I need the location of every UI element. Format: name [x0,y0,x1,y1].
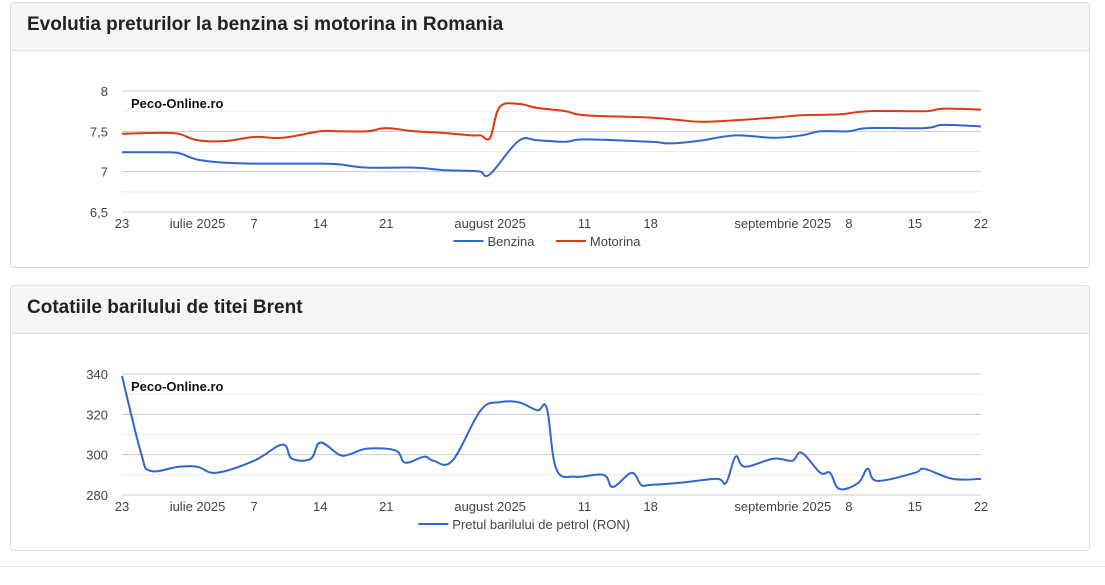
fuel-price-panel: Evolutia preturilor la benzina si motori… [10,2,1090,268]
x-tick-label: iulie 2025 [170,216,226,231]
x-tick-label: 22 [974,499,988,514]
brent-panel-title: Cotatiile barilului de titei Brent [27,297,303,318]
y-tick-label: 6,5 [90,205,108,220]
series-line-pretul-barilului-de-petrol-ron [121,375,982,491]
x-tick-label: 21 [379,499,393,514]
y-tick-label: 300 [86,448,108,463]
legend-label: Benzina [488,234,536,249]
y-tick-label: 7,5 [90,124,108,139]
x-tick-label: 23 [115,216,129,231]
x-tick-label: august 2025 [454,216,526,231]
x-tick-label: 23 [115,499,129,514]
x-tick-label: 22 [974,216,988,231]
x-tick-label: 15 [908,216,922,231]
x-tick-label: iulie 2025 [170,499,226,514]
brent-price-panel: Cotatiile barilului de titei Brent 340 32… [10,285,1090,551]
x-tick-label: 15 [908,499,922,514]
watermark-label: Peco-Online.ro [131,379,224,394]
y-tick-label: 340 [86,367,108,382]
x-tick-label: 11 [578,216,592,231]
x-tick-label: 14 [313,499,327,514]
legend-label: Pretul barilului de petrol (RON) [452,517,630,532]
x-tick-label: 18 [643,499,657,514]
series-line-benzina [121,123,982,178]
brent-panel-heading: Cotatiile barilului de titei Brent [11,286,1089,334]
x-tick-label: 8 [845,499,852,514]
x-tick-label: septembrie 2025 [734,499,831,514]
x-tick-label: 7 [251,499,258,514]
page-bottom-divider [0,566,1105,567]
x-tick-label: 8 [845,216,852,231]
x-tick-label: 7 [251,216,258,231]
fuel-price-chart: 8 7,5 7 6,5 23 iulie 2025 7 14 21 august 2025 11 18… [90,84,988,249]
y-tick-label: 7 [101,165,108,180]
fuel-panel-title: Evolutia preturilor la benzina si motori… [27,14,504,35]
y-tick-label: 280 [86,488,108,503]
brent-chart-area: 340 320 300 280 23 iulie 2025 7 14 21 august 2025… [11,334,1089,549]
watermark-label: Peco-Online.ro [131,96,224,111]
x-tick-label: 21 [379,216,393,231]
legend-label: Motorina [590,234,641,249]
x-tick-label: 14 [313,216,327,231]
x-tick-label: septembrie 2025 [734,216,831,231]
brent-price-chart: 340 320 300 280 23 iulie 2025 7 14 21 august 2025… [86,367,988,532]
y-tick-label: 320 [86,407,108,422]
x-tick-label: 18 [643,216,657,231]
series-line-motorina [121,102,982,143]
x-tick-label: 11 [578,499,592,514]
fuel-chart-area: 8 7,5 7 6,5 23 iulie 2025 7 14 21 august 2025 11 18… [11,51,1089,266]
x-tick-label: august 2025 [454,499,526,514]
fuel-panel-heading: Evolutia preturilor la benzina si motori… [11,3,1089,51]
y-tick-label: 8 [101,84,108,99]
